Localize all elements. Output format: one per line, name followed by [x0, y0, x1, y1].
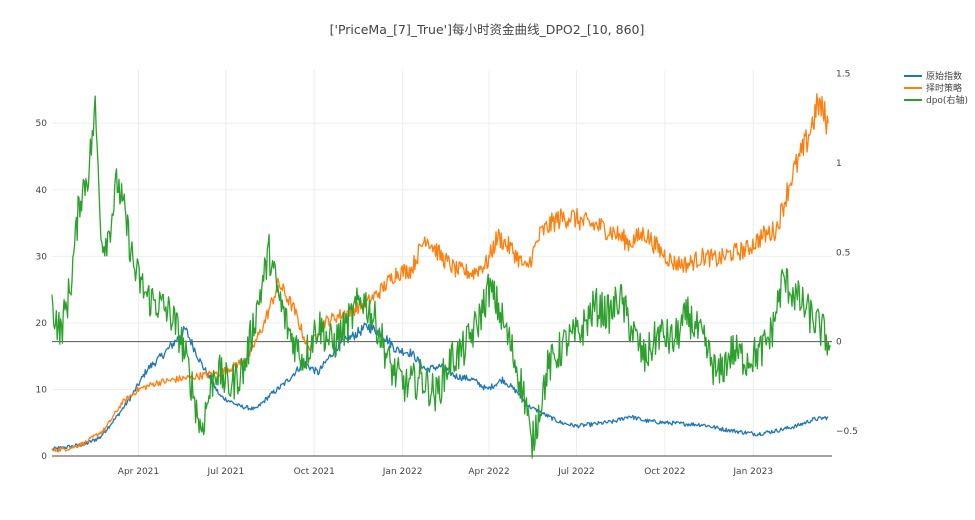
y-left-tick-label: 50 [36, 119, 48, 129]
x-tick-label: Jan 2022 [382, 467, 423, 477]
series-layer [51, 93, 831, 459]
x-tick-label: Oct 2021 [294, 467, 335, 477]
x-tick-label: Jul 2021 [207, 467, 245, 477]
axis-layer: Apr 2021 Jul 2021 Oct 2021 Jan 2022 Apr 2022… [36, 70, 858, 477]
y-right-tick-label: 0 [836, 338, 842, 348]
y-left-tick-label: 0 [41, 452, 47, 462]
y-right-tick-label: 1 [836, 159, 842, 169]
y-left-tick-label: 30 [36, 252, 48, 262]
series-line-1 [51, 93, 829, 453]
chart-title: ['PriceMa_[7]_True']每小时资金曲线_DPO2_[10, 86… [330, 22, 645, 37]
series-line-2 [51, 95, 831, 459]
grid-layer [52, 70, 832, 457]
y-left-tick-label: 10 [36, 385, 48, 395]
x-tick-label: Jul 2022 [557, 467, 595, 477]
y-left-tick-label: 40 [36, 186, 48, 196]
legend-label-1: 择时策略 [926, 82, 962, 94]
x-tick-label: Apr 2021 [118, 467, 159, 477]
x-tick-label: Apr 2022 [468, 467, 509, 477]
y-left-tick-label: 20 [36, 319, 48, 329]
y-right-tick-label: 1.5 [836, 70, 850, 80]
y-right-tick-label: 0.5 [836, 248, 850, 258]
legend-label-2: dpo(右轴) [926, 94, 968, 106]
x-tick-label: Jan 2023 [732, 467, 773, 477]
y-right-tick-label: −0.5 [836, 427, 858, 437]
legend-label-0: 原始指数 [926, 70, 962, 82]
x-tick-label: Oct 2022 [644, 467, 685, 477]
